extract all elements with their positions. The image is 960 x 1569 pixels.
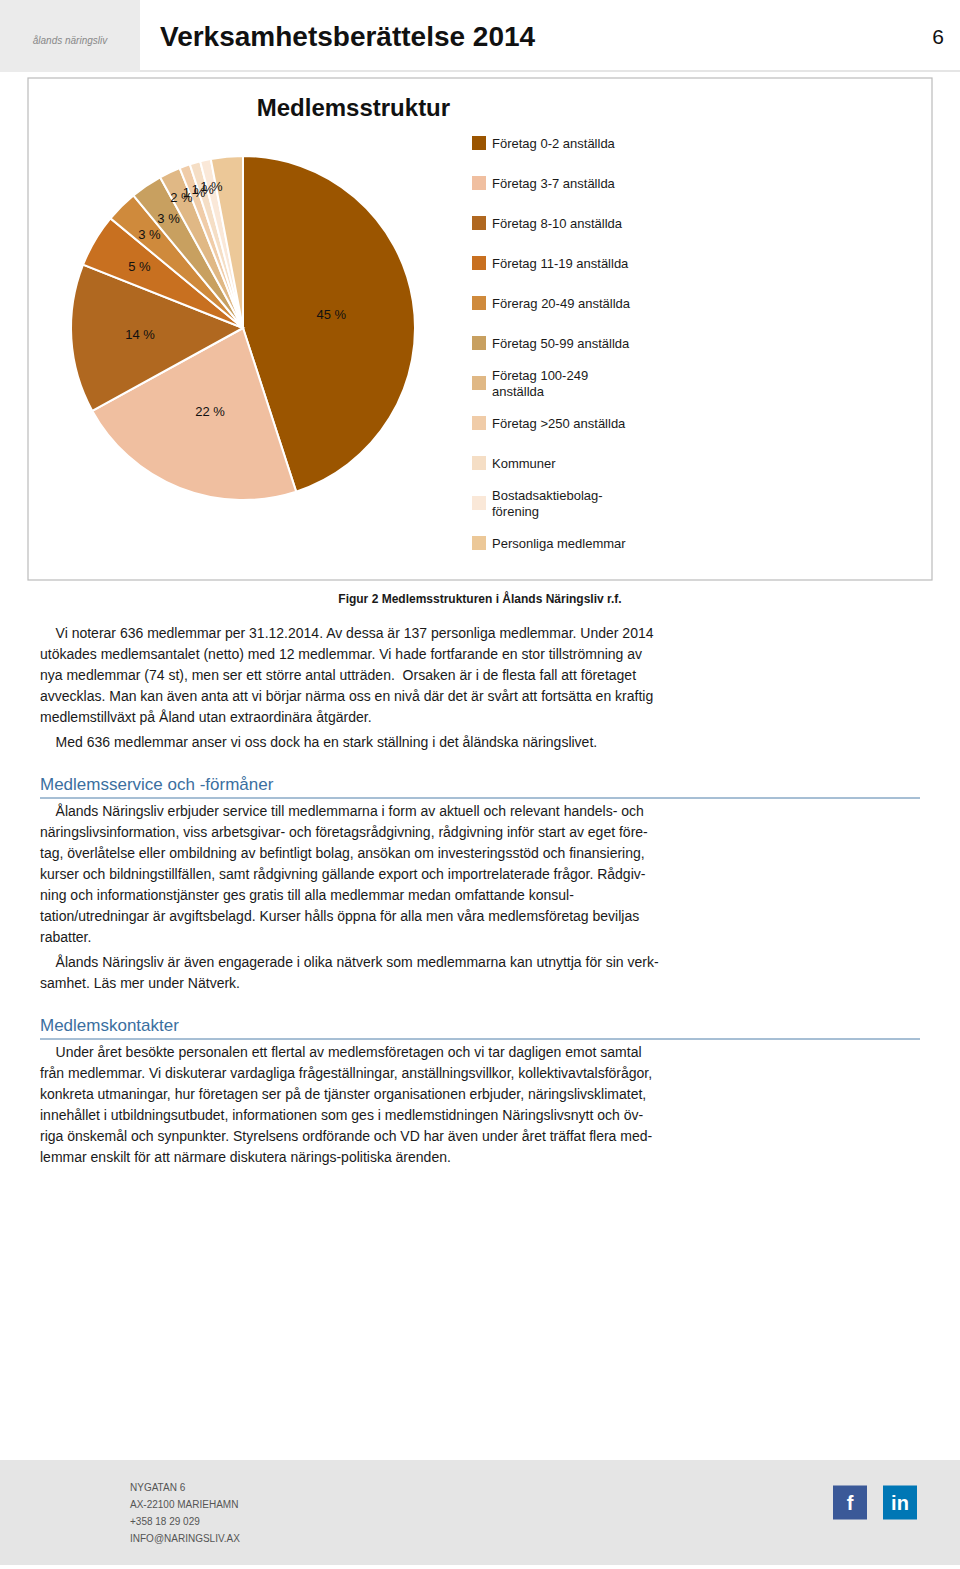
legend-swatch xyxy=(472,336,486,350)
body-line: från medlemmar. Vi diskuterar vardagliga… xyxy=(40,1065,652,1081)
heading-rule xyxy=(40,1039,920,1040)
social-icon xyxy=(833,1486,867,1520)
legend-label: Företag >250 anställda xyxy=(492,416,626,431)
section-heading: Medlemsservice och -förmåner xyxy=(40,775,274,794)
data-label: 5 % xyxy=(128,259,151,274)
body-line: riga önskemål och synpunkter. Styrelsens… xyxy=(40,1128,653,1144)
body-line: tation/utredningar är avgiftsbelagd. Kur… xyxy=(40,908,639,924)
legend-label-line: Företag 100-249 xyxy=(492,368,588,383)
footer-line: NYGATAN 6 xyxy=(130,1482,186,1493)
social-icon xyxy=(883,1486,917,1520)
body-line: ning och informationstjänster ges gratis… xyxy=(40,887,574,903)
legend-label: Företag 0-2 anställda xyxy=(492,136,616,151)
legend-label-line: Personliga medlemmar xyxy=(492,536,626,551)
legend-label: Personliga medlemmar xyxy=(492,536,626,551)
figure-caption: Figur 2 Medlemsstrukturen i Ålands Närin… xyxy=(338,591,621,606)
legend-label: Företag 11-19 anställda xyxy=(492,256,629,271)
logo-background xyxy=(0,0,140,72)
legend-label-line: Företag 50-99 anställda xyxy=(492,336,630,351)
legend-label: Företag 50-99 anställda xyxy=(492,336,630,351)
legend-label: Företag 100-249anställda xyxy=(492,368,588,399)
header-separator xyxy=(140,70,960,71)
footer-line: +358 18 29 029 xyxy=(130,1516,200,1527)
body-line: näringslivsinformation, viss arbetsgivar… xyxy=(40,824,648,840)
body-line: konkreta utmaningar, hur företagen ser p… xyxy=(40,1086,646,1102)
legend-swatch xyxy=(472,456,486,470)
legend-swatch xyxy=(472,536,486,550)
legend-label: Bostadsaktiebolag-förening xyxy=(492,488,603,519)
legend-swatch xyxy=(472,376,486,390)
legend-label-line: Företag 0-2 anställda xyxy=(492,136,616,151)
body-line: innehållet i utbildningsutbudet, informa… xyxy=(40,1107,643,1123)
social-icon-label: in xyxy=(891,1492,909,1514)
legend-label-line: Företag >250 anställda xyxy=(492,416,626,431)
legend-swatch xyxy=(472,256,486,270)
legend-label-line: Företag 3-7 anställda xyxy=(492,176,616,191)
legend-label-line: Företag 8-10 anställda xyxy=(492,216,623,231)
social-icon-label: f xyxy=(847,1492,854,1514)
body-line: samhet. Läs mer under Nätverk. xyxy=(40,975,240,991)
legend-label-line: Företag 11-19 anställda xyxy=(492,256,629,271)
data-label: 14 % xyxy=(125,327,155,342)
legend-label: Företag 8-10 anställda xyxy=(492,216,623,231)
page: ålands näringsliv Verksamhetsberättelse 2… xyxy=(0,0,960,1569)
page-background xyxy=(0,0,960,1569)
legend-label-line: Kommuner xyxy=(492,456,556,471)
legend-label: Kommuner xyxy=(492,456,556,471)
body-line: utökades medlemsantalet (netto) med 12 m… xyxy=(40,646,642,662)
body-line: medlemstillväxt på Åland utan extraordin… xyxy=(40,709,372,725)
footer-line: AX-22100 MARIEHAMN xyxy=(130,1499,238,1510)
body-line: Under året besökte personalen ett flerta… xyxy=(40,1044,642,1060)
section-heading: Medlemskontakter xyxy=(40,1016,179,1035)
logo-text: ålands näringsliv xyxy=(33,35,108,46)
legend-swatch xyxy=(472,176,486,190)
legend-swatch xyxy=(472,216,486,230)
legend-swatch xyxy=(472,416,486,430)
body-line: avvecklas. Man kan även anta att vi börj… xyxy=(40,688,653,704)
body-line: kurser och bildningstillfällen, samt råd… xyxy=(40,866,646,882)
legend-label-line: Förerag 20-49 anställda xyxy=(492,296,631,311)
header: ålands näringsliv Verksamhetsberättelse 2… xyxy=(0,0,960,72)
chart: Medlemsstruktur45 %22 %14 %5 %3 %3 %2 %1… xyxy=(28,78,932,580)
legend-label: Förerag 20-49 anställda xyxy=(492,296,631,311)
body-line: tag, överlåtelse eller ombildning av bef… xyxy=(40,845,645,861)
chart-frame xyxy=(28,78,932,580)
body-line: rabatter. xyxy=(40,929,91,945)
legend-swatch xyxy=(472,496,486,510)
data-label: 45 % xyxy=(317,307,347,322)
header-title: Verksamhetsberättelse 2014 xyxy=(160,21,536,52)
body-line: Med 636 medlemmar anser vi oss dock ha e… xyxy=(40,734,597,750)
legend-label-line: Bostadsaktiebolag- xyxy=(492,488,603,503)
legend-label: Företag 3-7 anställda xyxy=(492,176,616,191)
body-line: Ålands Näringsliv är även engagerade i o… xyxy=(40,954,659,970)
footer-line: INFO@NARINGSLIV.AX xyxy=(130,1533,240,1544)
page-number: 6 xyxy=(932,25,944,48)
body-line: lemmar enskilt för att närmare diskutera… xyxy=(40,1149,451,1165)
legend-label-line: förening xyxy=(492,504,539,519)
body-line: Ålands Näringsliv erbjuder service till … xyxy=(40,803,644,819)
legend-swatch xyxy=(472,136,486,150)
data-label: 1 % xyxy=(200,179,223,194)
body-text: Vi noterar 636 medlemmar per 31.12.2014.… xyxy=(40,625,920,1165)
data-label: 3 % xyxy=(138,227,161,242)
legend-label-line: anställda xyxy=(492,384,545,399)
data-label: 22 % xyxy=(195,404,225,419)
heading-rule xyxy=(40,798,920,799)
data-label: 3 % xyxy=(157,211,180,226)
legend: Företag 0-2 anställda Företag 3-7 anställ… xyxy=(472,136,631,551)
footer-background xyxy=(0,1460,960,1565)
chart-title: Medlemsstruktur xyxy=(257,94,450,121)
pie xyxy=(71,156,415,500)
body-line: Vi noterar 636 medlemmar per 31.12.2014.… xyxy=(40,625,654,641)
legend-swatch xyxy=(472,296,486,310)
body-line: nya medlemmar (74 st), men ser ett störr… xyxy=(40,667,636,683)
pie-labels: 45 %22 %14 %5 %3 %3 %2 %1 %1 %1 % xyxy=(125,179,346,418)
footer: NYGATAN 6 AX-22100 MARIEHAMN +358 18 29 02… xyxy=(0,1460,960,1565)
